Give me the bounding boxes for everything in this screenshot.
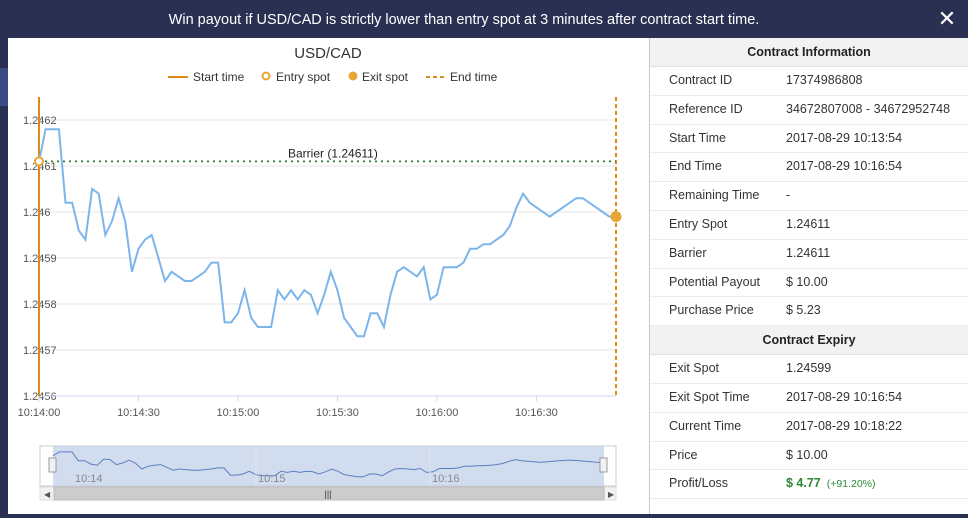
x-tick-label: 10:16:30 [515, 407, 558, 419]
chart-navigator[interactable]: 10:14 10:15 10:16 ||| ◀ ▶ [39, 445, 617, 501]
contract-info-value: $ 5.23 [786, 303, 821, 318]
profit-loss-percent: (+91.20%) [826, 478, 876, 491]
contract-info-label: Barrier [669, 245, 707, 260]
navigator-scrollbar-thumb[interactable] [53, 486, 605, 501]
svg-text:Exit spot: Exit spot [362, 70, 409, 84]
contract-expiry-row: Exit Spot 1.24599 [650, 355, 968, 384]
contract-expiry-label: Exit Spot [669, 361, 720, 376]
contract-expiry-label: Exit Spot Time [669, 389, 750, 404]
left-edge [0, 38, 8, 518]
chart-title: USD/CAD [294, 45, 362, 62]
contract-info-label: Remaining Time [669, 188, 760, 203]
contract-info-row: Reference ID 34672807008 - 34672952748 [650, 96, 968, 125]
contract-info-panel: Contract Information Contract ID 17374986… [650, 38, 968, 518]
x-tick-label: 10:14:00 [18, 407, 61, 419]
price-chart: USD/CAD Start time Entry spot Exit spot … [18, 45, 622, 501]
contract-info-row: Purchase Price $ 5.23 [650, 297, 968, 327]
svg-text:Entry spot: Entry spot [276, 70, 331, 84]
navigator-label-1015: 10:15 [258, 473, 286, 485]
price-series-line [38, 128, 616, 338]
scroll-left-icon[interactable]: ◀ [44, 490, 51, 499]
svg-text:End time: End time [450, 70, 498, 84]
contract-expiry-value: 2017-08-29 10:16:54 [786, 389, 903, 404]
contract-expiry-row: Price $ 10.00 [650, 442, 968, 471]
entry-spot-marker[interactable] [34, 156, 44, 167]
contract-info-label: End Time [669, 159, 722, 174]
contract-info-row: Potential Payout $ 10.00 [650, 269, 968, 298]
legend-start-time[interactable]: Start time [168, 70, 245, 84]
y-tick-label: 1.2456 [23, 391, 57, 403]
contract-info-label: Entry Spot [669, 216, 728, 231]
contract-info-row: Contract ID 17374986808 [650, 67, 968, 96]
contract-info-heading: Contract Information [650, 38, 968, 67]
contract-info-row: Barrier 1.24611 [650, 240, 968, 269]
contract-info-row: End Time 2017-08-29 10:16:54 [650, 153, 968, 183]
contract-info-value: 2017-08-29 10:16:54 [786, 159, 903, 174]
contract-info-table: Contract ID 17374986808 Reference ID 346728… [650, 67, 968, 327]
navigator-left-handle[interactable] [48, 457, 57, 473]
contract-info-value: 17374986808 [786, 73, 863, 87]
legend-exit-spot[interactable]: Exit spot [348, 70, 409, 84]
navigator-series [52, 451, 604, 478]
chart-panel: USD/CAD Start time Entry spot Exit spot … [8, 38, 649, 518]
navigator-label-1016: 10:16 [432, 473, 460, 485]
barrier-label: Barrier (1.24611) [288, 146, 378, 160]
contract-expiry-label: Current Time [669, 418, 742, 433]
contract-info-value: 2017-08-29 10:13:54 [786, 130, 903, 145]
navigator-right-handle[interactable] [599, 457, 608, 473]
contract-info-label: Purchase Price [669, 303, 754, 318]
contract-info-label: Reference ID [669, 101, 743, 116]
profit-loss-value: $ 4.77 [786, 476, 821, 491]
scrollbar-grip-icon: ||| [324, 489, 331, 499]
contract-header: Win payout if USD/CAD is strictly lower … [0, 0, 968, 38]
x-axis-labels: 10:14:00 10:14:30 10:15:00 10:15:30 10:16:00… [18, 396, 558, 419]
profit-loss-label: Profit/Loss [669, 476, 729, 491]
scroll-right-icon[interactable]: ▶ [608, 490, 615, 499]
y-tick-label: 1.246 [23, 207, 51, 219]
contract-expiry-row: Current Time 2017-08-29 10:18:22 [650, 413, 968, 442]
contract-info-value: $ 10.00 [786, 274, 828, 289]
profit-loss-row: Profit/Loss $ 4.77 (+91.20%) [650, 470, 968, 500]
contract-expiry-value: 2017-08-29 10:18:22 [786, 418, 903, 433]
navigator-selection[interactable] [53, 446, 604, 486]
contract-info-value: 1.24611 [786, 216, 831, 231]
x-tick-label: 10:15:00 [217, 407, 260, 419]
contract-expiry-value: 1.24599 [786, 361, 832, 376]
svg-text:Start time: Start time [193, 70, 245, 84]
contract-expiry-value: $ 10.00 [786, 447, 828, 462]
contract-info-value: 34672807008 - 34672952748 [786, 101, 951, 116]
contract-info-label: Contract ID [669, 73, 733, 87]
x-tick-label: 10:16:00 [416, 407, 459, 419]
chart-legend: Start time Entry spot Exit spot End time [168, 70, 498, 84]
contract-expiry-label: Price [669, 447, 698, 462]
contract-info-row: Entry Spot 1.24611 [650, 211, 968, 240]
contract-info-value: - [786, 188, 791, 203]
contract-expiry-row: Exit Spot Time 2017-08-29 10:16:54 [650, 384, 968, 413]
legend-end-time[interactable]: End time [426, 70, 498, 84]
x-tick-label: 10:14:30 [117, 407, 160, 419]
contract-info-row: Remaining Time - [650, 182, 968, 211]
x-tick-label: 10:15:30 [316, 407, 359, 419]
contract-info-value: 1.24611 [786, 245, 831, 260]
contract-info-label: Start Time [669, 130, 726, 145]
contract-description: Win payout if USD/CAD is strictly lower … [168, 12, 760, 28]
close-icon[interactable]: ✕ [937, 6, 957, 31]
contract-expiry-heading: Contract Expiry [650, 326, 968, 356]
navigator-label-1014: 10:14 [75, 473, 103, 485]
exit-spot-marker[interactable] [610, 211, 622, 223]
legend-entry-spot[interactable]: Entry spot [261, 70, 331, 84]
contract-info-row: Start Time 2017-08-29 10:13:54 [650, 125, 968, 154]
contract-info-label: Potential Payout [669, 274, 761, 289]
contract-expiry-table: Exit Spot 1.24599 Exit Spot Time 2017-08-29… [650, 355, 968, 471]
